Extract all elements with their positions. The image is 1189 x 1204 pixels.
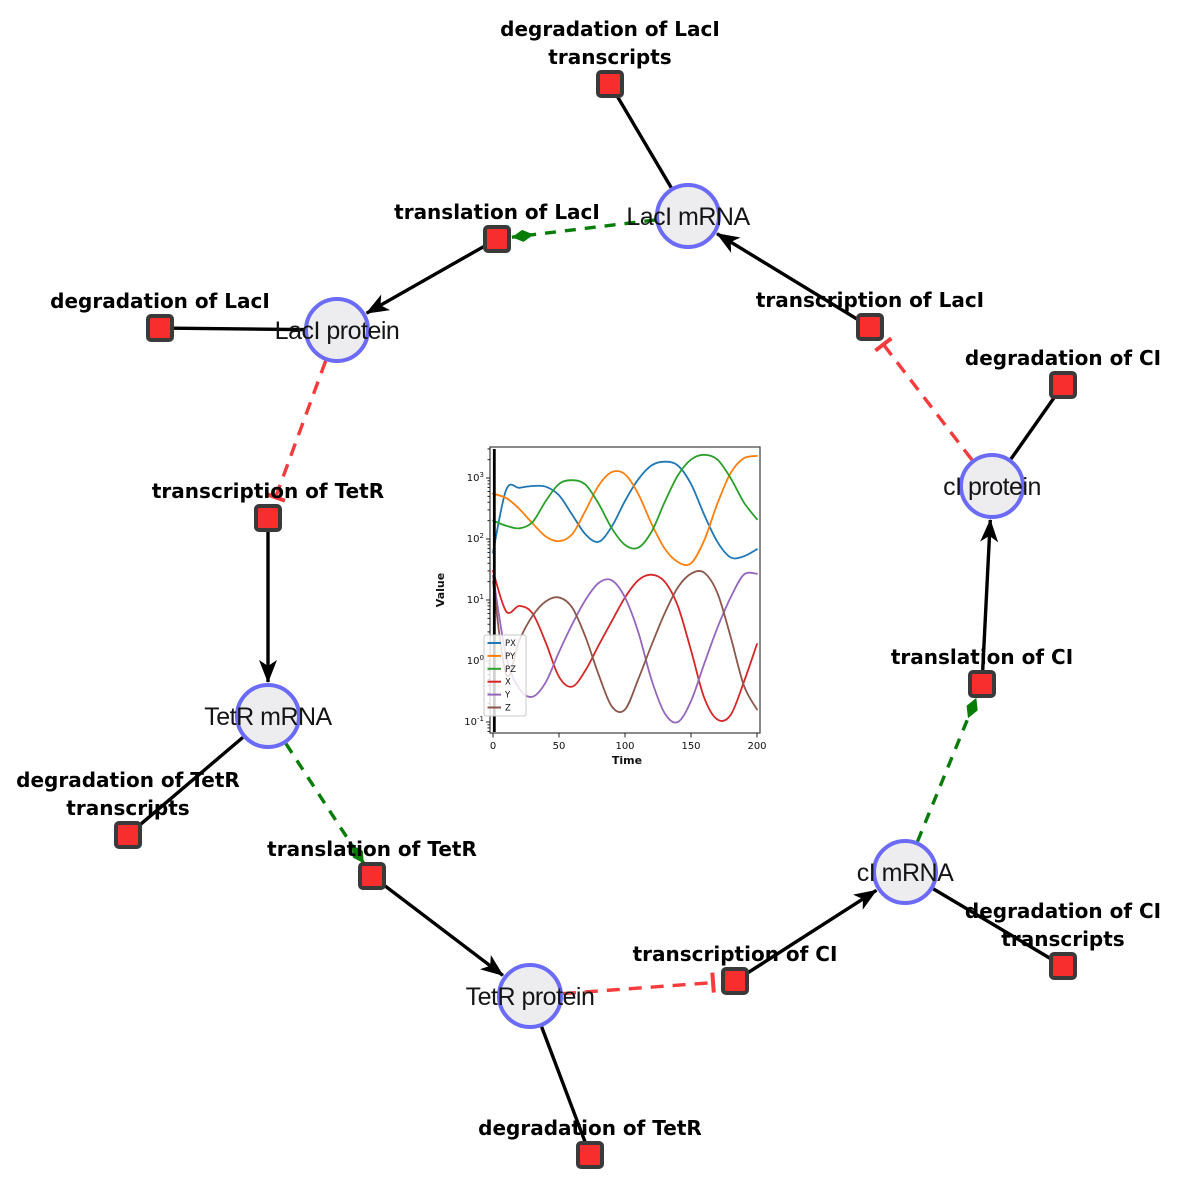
legend-label-Z: Z	[505, 704, 511, 714]
reaction-label-deg_lacI_tx-line1: degradation of LacI	[500, 17, 720, 41]
reaction-label-deg_lacI: degradation of LacI	[50, 289, 270, 313]
reaction-node-transl_cI[interactable]	[968, 670, 996, 698]
reaction-node-deg_tetR[interactable]	[576, 1141, 604, 1169]
reaction-node-deg_cI[interactable]	[1049, 371, 1077, 399]
legend-label-Y: Y	[504, 691, 511, 701]
y-tick-label: 101	[467, 593, 484, 606]
plot-frame	[489, 446, 761, 734]
legend-label-PZ: PZ	[505, 665, 516, 675]
legend-label-PY: PY	[505, 652, 516, 662]
reaction-label-txn_lacI: transcription of LacI	[756, 288, 984, 312]
x-axis-title: Time	[612, 754, 642, 767]
x-tick-label: 150	[681, 741, 700, 752]
reaction-node-txn_cI[interactable]	[721, 967, 749, 995]
y-tick-label: 102	[467, 532, 484, 545]
reaction-label-transl_cI: translation of CI	[891, 645, 1073, 669]
reaction-label-deg_lacI_tx-line2: transcripts	[548, 45, 671, 69]
species-label-tetR_protein: TetR protein	[466, 983, 595, 1011]
species-node-tetR_protein[interactable]	[497, 963, 563, 1029]
reaction-node-transl_lacI[interactable]	[483, 225, 511, 253]
edge-production-txn_cI-to-cI_mRNA	[745, 888, 878, 975]
edge-production-transl_lacI-to-lacI_protein	[365, 244, 486, 315]
simulation-plot-inset: 10-1 100 101 102 103 0 50 100 150 200 Time Value PX P…	[430, 430, 775, 775]
edge-modifier-tetR_mRNA-to-transl_tetR	[284, 742, 366, 865]
species-label-lacI_mRNA: LacI mRNA	[626, 203, 750, 231]
species-node-lacI_mRNA[interactable]	[655, 183, 721, 249]
nodes-layer	[114, 70, 1077, 1169]
reaction-label-txn_cI: transcription of CI	[633, 942, 838, 966]
edge-modifier-cI_mRNA-to-transl_cI	[915, 697, 978, 843]
edge-inhibition-cI_protein-to-txn_lacI	[874, 336, 974, 461]
edge-inhibition-tetR_protein-to-txn_cI	[562, 972, 716, 996]
reaction-node-txn_lacI[interactable]	[856, 313, 884, 341]
reaction-label-deg_tetR: degradation of TetR	[478, 1116, 702, 1140]
reaction-node-deg_lacI_tx[interactable]	[596, 70, 624, 98]
y-tick-label: 100	[467, 654, 484, 667]
species-node-cI_protein[interactable]	[959, 453, 1025, 519]
series-curve-PX	[492, 460, 758, 560]
reaction-label-txn_tetR: transcription of TetR	[152, 479, 384, 503]
legend-label-X: X	[505, 678, 511, 688]
edge-consumption-cI_protein-to-deg_cI	[1009, 394, 1057, 460]
series-curve-Y	[492, 571, 758, 724]
reaction-label-deg_tetR_tx-line1: degradation of TetR	[16, 768, 240, 792]
species-label-cI_protein: cI protein	[943, 473, 1041, 501]
labels-layer: LacI mRNA LacI protein cI protein TetR mRNA…	[16, 17, 1161, 1140]
reaction-label-deg_cI_tx-line2: transcripts	[1001, 927, 1124, 951]
edge-production-transl_tetR-to-tetR_protein	[382, 883, 504, 977]
x-tick-label: 100	[615, 741, 634, 752]
edge-consumption-lacI_protein-to-deg_lacI	[172, 326, 305, 332]
reaction-label-transl_tetR: translation of TetR	[267, 837, 477, 861]
reaction-node-transl_tetR[interactable]	[358, 862, 386, 890]
legend-label-PX: PX	[505, 639, 516, 649]
series-curve-PZ	[492, 453, 758, 550]
y-tick-label: 10-1	[464, 715, 484, 728]
x-tick-label: 0	[490, 741, 496, 752]
species-node-cI_mRNA[interactable]	[872, 839, 938, 905]
species-label-tetR_mRNA: TetR mRNA	[204, 703, 332, 731]
x-tick-label: 50	[553, 741, 566, 752]
edge-consumption-tetR_protein-to-deg_tetR	[540, 1026, 588, 1144]
series-curve-Z	[492, 570, 758, 713]
edge-modifier-lacI_mRNA-to-transl_lacI	[511, 218, 656, 242]
reaction-node-txn_tetR[interactable]	[254, 504, 282, 532]
reaction-label-deg_cI_tx-line1: degradation of CI	[965, 899, 1161, 923]
edge-consumption-cI_mRNA-to-deg_cI_tx	[932, 887, 1053, 961]
y-tick-label: 103	[467, 471, 484, 484]
reaction-label-transl_lacI: translation of LacI	[394, 200, 600, 224]
x-tick-label: 200	[747, 741, 766, 752]
series-curve-PY	[492, 455, 758, 567]
species-label-lacI_protein: LacI protein	[275, 317, 400, 345]
edge-consumption-tetR_mRNA-to-deg_tetR_tx	[136, 736, 244, 828]
edge-production-transl_cI-to-cI_protein	[980, 518, 999, 671]
y-axis-title: Value	[434, 573, 447, 607]
species-node-tetR_mRNA[interactable]	[235, 683, 301, 749]
reaction-node-deg_cI_tx[interactable]	[1049, 952, 1077, 980]
edges-layer	[136, 94, 1057, 1144]
species-node-lacI_protein[interactable]	[304, 297, 370, 363]
reaction-node-deg_lacI[interactable]	[146, 314, 174, 342]
edge-consumption-lacI_mRNA-to-deg_lacI_tx	[615, 94, 673, 189]
chart-svg: 10-1 100 101 102 103 0 50 100 150 200 Time Value PX P…	[434, 446, 767, 767]
reaction-node-deg_tetR_tx[interactable]	[114, 821, 142, 849]
reaction-label-deg_cI: degradation of CI	[965, 346, 1161, 370]
edge-production-txn_lacI-to-lacI_mRNA	[716, 232, 859, 322]
edge-inhibition-lacI_protein-to-txn_tetR	[265, 360, 328, 503]
species-label-cI_mRNA: cI mRNA	[857, 859, 954, 887]
reaction-label-deg_tetR_tx-line2: transcripts	[66, 796, 189, 820]
